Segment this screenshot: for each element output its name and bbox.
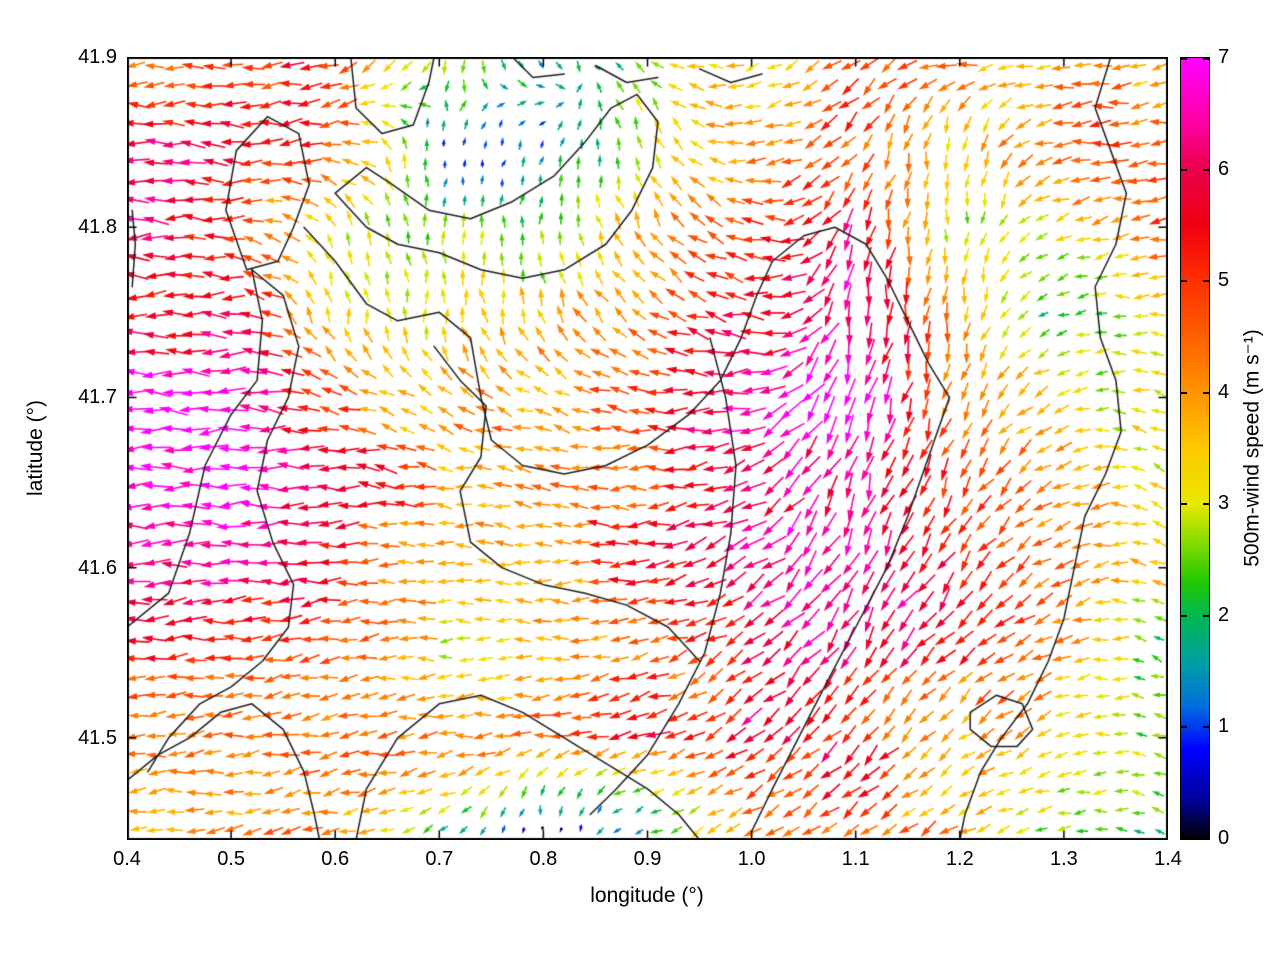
x-tick-label: 1.3 — [1049, 848, 1078, 870]
y-tick-label: 41.8 — [78, 216, 117, 239]
y-tick-label: 41.7 — [78, 386, 117, 409]
colorbar-tick-mark — [1203, 391, 1209, 394]
colorbar-tick-mark — [1203, 503, 1209, 506]
y-tick-label: 41.9 — [78, 46, 117, 68]
x-axis-label: longitude (°) — [590, 884, 704, 907]
colorbar-tick-mark — [1181, 280, 1187, 283]
colorbar-tick-mark — [1181, 58, 1187, 60]
colorbar-gradient — [1181, 58, 1209, 839]
colorbar-tick-mark — [1203, 280, 1209, 283]
x-tick-label: 1.4 — [1154, 848, 1182, 870]
x-tick-label: 0.6 — [321, 848, 350, 870]
x-tick-label: 1.2 — [945, 848, 974, 870]
y-axis-label: latitude (°) — [24, 400, 47, 496]
colorbar-tick-label: 3 — [1218, 492, 1230, 515]
colorbar-tick-label: 6 — [1218, 157, 1230, 180]
x-tick-label: 0.4 — [113, 848, 141, 870]
colorbar-tick-label: 0 — [1218, 827, 1230, 849]
colorbar-tick-mark — [1181, 837, 1187, 839]
colorbar-tick-mark — [1181, 614, 1187, 617]
colorbar-tick-mark — [1181, 391, 1187, 394]
colorbar-tick-mark — [1181, 726, 1187, 729]
colorbar-tick-mark — [1181, 503, 1187, 506]
colorbar-tick-mark — [1203, 726, 1209, 729]
colorbar-tick-label: 1 — [1218, 715, 1230, 738]
vector-field-canvas — [127, 57, 1168, 840]
colorbar-tick-mark — [1203, 614, 1209, 617]
colorbar-tick-mark — [1203, 837, 1209, 839]
colorbar-label: 500m-wind speed (m s⁻¹) — [1240, 329, 1264, 567]
x-tick-label: 1.0 — [737, 848, 766, 870]
y-tick-label: 41.5 — [78, 726, 117, 749]
colorbar-tick-mark — [1181, 168, 1187, 171]
y-tick-label: 41.6 — [78, 556, 117, 579]
colorbar-tick-mark — [1203, 58, 1209, 60]
x-tick-label: 0.9 — [633, 848, 662, 870]
x-tick-label: 0.7 — [425, 848, 454, 870]
colorbar-tick-label: 4 — [1218, 380, 1230, 403]
x-tick-label: 1.1 — [841, 848, 870, 870]
colorbar-tick-label: 2 — [1218, 603, 1230, 626]
colorbar-tick-mark — [1203, 168, 1209, 171]
x-tick-label: 0.8 — [529, 848, 558, 870]
colorbar-tick-label: 5 — [1218, 269, 1230, 292]
colorbar-tick-label: 7 — [1218, 46, 1230, 68]
colorbar — [1180, 57, 1210, 840]
x-tick-label: 0.5 — [217, 848, 245, 870]
